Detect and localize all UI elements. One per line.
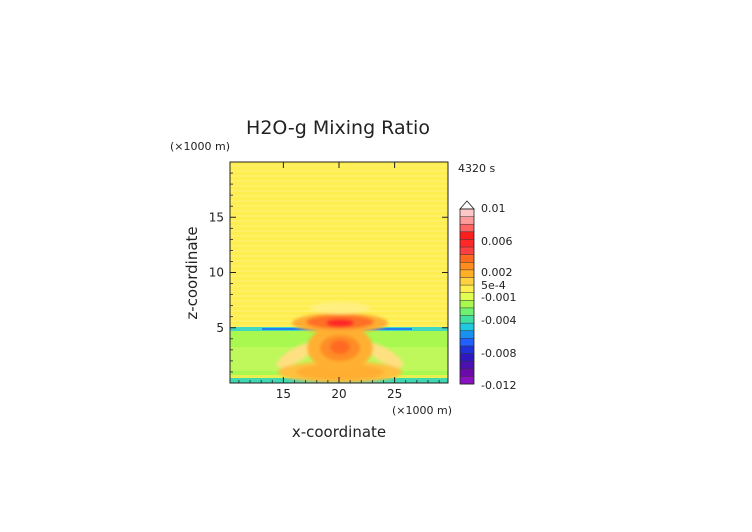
- x-unit-label: (×1000 m): [392, 404, 452, 417]
- colorbar-swatch: [460, 231, 474, 240]
- colorbar-label: -0.004: [481, 314, 516, 327]
- plume: [276, 302, 404, 383]
- colorbar-swatch: [460, 292, 474, 301]
- colorbar-extend-arrow: [459, 200, 475, 210]
- colorbar-swatch: [460, 368, 474, 377]
- field-stripes: [230, 165, 448, 327]
- colorbar-label: -0.001: [481, 291, 516, 304]
- colorbar-label: -0.008: [481, 347, 516, 360]
- colorbar-swatch: [460, 224, 474, 233]
- colorbar-swatch: [460, 376, 474, 385]
- colorbar-swatch: [460, 209, 474, 217]
- colorbar-frame: [459, 208, 475, 385]
- colorbar-swatch: [460, 338, 474, 347]
- x-tick-label: 25: [387, 387, 402, 401]
- colorbar-label: 0.006: [481, 235, 513, 248]
- colorbar-label: 5e-4: [481, 279, 506, 292]
- colorbar-swatch: [460, 285, 474, 293]
- y-tick-label: 5: [216, 321, 224, 335]
- y-axis-label: z-coordinate: [183, 226, 201, 319]
- colorbar-label: 0.01: [481, 202, 506, 215]
- colorbar-swatch: [460, 330, 474, 339]
- plume-core-hot: [330, 340, 350, 354]
- plume-base-inner: [296, 364, 384, 380]
- colorbar-swatch: [460, 277, 474, 286]
- colorbar-swatch: [460, 239, 474, 248]
- chart-title: H2O-g Mixing Ratio: [246, 117, 430, 139]
- plume-cap-hot: [326, 319, 354, 327]
- x-axis-label: x-coordinate: [292, 423, 386, 441]
- colorbar-swatch: [460, 353, 474, 362]
- heatmap-field: [230, 162, 448, 383]
- x-axis: 15 20 25: [238, 162, 440, 401]
- colorbar-swatch: [460, 300, 474, 309]
- colorbar-label: 0.002: [481, 266, 513, 279]
- colorbar-swatch: [460, 254, 474, 263]
- colorbar-swatch: [460, 315, 474, 324]
- colorbar-swatch: [460, 323, 474, 332]
- y-axis: 5 10 15: [209, 172, 448, 373]
- y-tick-label: 15: [209, 210, 224, 224]
- plume-arm-left: [276, 342, 316, 368]
- y-unit-label: (×1000 m): [170, 140, 230, 153]
- colorbar-swatch: [460, 247, 474, 255]
- y-tick-label: 10: [209, 266, 224, 280]
- plume-arm-right: [364, 342, 404, 368]
- colorbar: [459, 200, 475, 385]
- colorbar-swatch: [460, 262, 474, 271]
- colorbar-swatch: [460, 361, 474, 370]
- x-tick-label: 15: [276, 387, 291, 401]
- colorbar-swatch: [460, 216, 474, 225]
- x-tick-label: 20: [331, 387, 346, 401]
- colorbar-swatch: [460, 269, 474, 278]
- colorbar-label: -0.012: [481, 379, 516, 392]
- time-label: 4320 s: [458, 162, 495, 175]
- plume-top-glow: [310, 302, 370, 314]
- colorbar-swatch: [460, 345, 474, 354]
- colorbar-swatch: [460, 307, 474, 316]
